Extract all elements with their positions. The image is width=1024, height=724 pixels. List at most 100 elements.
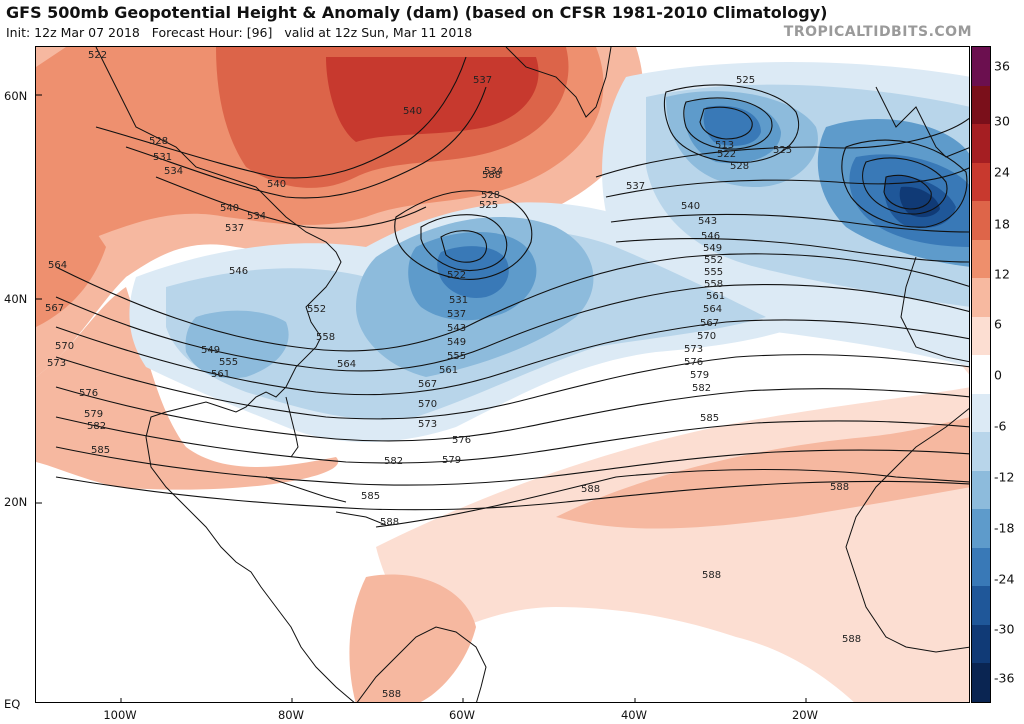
colorbar-tick-label: 30	[994, 113, 1010, 129]
colorbar-tick-label: 24	[994, 164, 1010, 180]
contour-label: 537	[473, 75, 492, 86]
colorbar-tick-label: 18	[994, 216, 1010, 232]
contour-label: 588	[842, 634, 861, 645]
contour-label: 546	[229, 266, 248, 277]
colorbar-tick-label: -6	[994, 418, 1007, 434]
colorbar-tick-label: -24	[994, 571, 1015, 587]
contour-label: 537	[447, 309, 466, 320]
lat-label-eq: EQ	[4, 697, 21, 711]
contour-label: 588	[382, 689, 401, 700]
contour-label: 522	[447, 270, 466, 281]
init-time: Init: 12z Mar 07 2018	[6, 25, 140, 40]
colorbar-segment	[972, 162, 990, 202]
contour-label: 564	[337, 359, 356, 370]
colorbar-segment	[972, 432, 990, 472]
contour-labels: 5225285315345375405465645675705735765795…	[45, 50, 861, 700]
colorbar-tick-label: 0	[994, 367, 1002, 383]
contour-label: 585	[91, 445, 110, 456]
contour-label: 558	[316, 332, 335, 343]
contour-label: 525	[479, 200, 498, 211]
lon-label-60w: 60W	[448, 708, 476, 722]
contour-label: 540	[220, 203, 239, 214]
contour-label: 534	[164, 166, 183, 177]
contour-label: 579	[690, 370, 709, 381]
contour-label: 528	[149, 136, 168, 147]
contour-label: 579	[442, 455, 461, 466]
contour-label: 576	[452, 435, 471, 446]
contour-label: 588	[482, 170, 501, 181]
contour-label: 576	[684, 357, 703, 368]
contour-label: 549	[201, 345, 220, 356]
lat-label-60n: 60N	[4, 89, 28, 103]
colorbar-segment	[972, 201, 990, 241]
colorbar-segment	[972, 586, 990, 626]
contour-label: 567	[45, 303, 64, 314]
colorbar-segment	[972, 239, 990, 279]
contour-label: 561	[211, 369, 230, 380]
contour-label: 522	[717, 149, 736, 160]
colorbar-segment	[972, 316, 990, 356]
colorbar-segment	[972, 85, 990, 125]
contour-label: 549	[703, 243, 722, 254]
contour-label: 567	[418, 379, 437, 390]
contour-label: 561	[706, 291, 725, 302]
contour-label: 570	[55, 341, 74, 352]
colorbar-tick-label: 12	[994, 266, 1010, 282]
negative-anomaly-shading	[129, 62, 969, 442]
forecast-hour: Forecast Hour: [96]	[151, 25, 273, 40]
contour-label: 567	[700, 318, 719, 329]
contour-label: 540	[403, 106, 422, 117]
contour-label: 513	[715, 140, 734, 151]
contour-label: 582	[692, 383, 711, 394]
colorbar-segment	[972, 393, 990, 433]
colorbar-tick-label: -18	[994, 520, 1015, 536]
contour-label: 552	[704, 255, 723, 266]
contour-label: 540	[681, 201, 700, 212]
contour-label: 552	[307, 304, 326, 315]
valid-time: valid at 12z Sun, Mar 11 2018	[284, 25, 473, 40]
run-info: Init: 12z Mar 07 2018 Forecast Hour: [96…	[6, 25, 472, 40]
contour-label: 528	[730, 161, 749, 172]
contour-label: 582	[384, 456, 403, 467]
colorbar-segment	[972, 47, 990, 87]
contour-label: 561	[439, 365, 458, 376]
colorbar-segment	[972, 547, 990, 587]
colorbar-tick-label: -12	[994, 469, 1015, 485]
lon-label-40w: 40W	[620, 708, 648, 722]
contour-label: 555	[219, 357, 238, 368]
colorbar-tick-label: 36	[994, 58, 1010, 74]
contour-label: 549	[447, 337, 466, 348]
contour-label: 525	[773, 145, 792, 156]
map-canvas: 5225285315345375405465645675705735765795…	[36, 47, 969, 702]
contour-label: 522	[88, 50, 107, 61]
contour-label: 543	[447, 323, 466, 334]
colorbar-tick-label: -36	[994, 670, 1015, 686]
map-panel: 522 528 531 534 537 540 546 564 567 570 573 576 579 5…	[35, 46, 970, 703]
colorbar-segment	[972, 663, 990, 703]
colorbar-segment	[972, 124, 990, 164]
contour-label: 537	[626, 181, 645, 192]
contour-label: 573	[418, 419, 437, 430]
contour-label: 528	[481, 190, 500, 201]
contour-label: 573	[47, 358, 66, 369]
contour-label: 555	[447, 351, 466, 362]
lon-label-20w: 20W	[791, 708, 819, 722]
lat-label-20n: 20N	[4, 495, 28, 509]
contour-label: 564	[48, 260, 67, 271]
contour-label: 588	[380, 517, 399, 528]
colorbar	[971, 46, 991, 703]
contour-label: 585	[700, 413, 719, 424]
contour-label: 531	[153, 152, 172, 163]
contour-label: 543	[698, 216, 717, 227]
height-contours	[55, 56, 969, 528]
colorbar-segment	[972, 278, 990, 318]
contour-label: 588	[581, 484, 600, 495]
watermark: TROPICALTIDBITS.COM	[783, 24, 972, 40]
contour-label: 588	[702, 570, 721, 581]
colorbar-tick-label: 6	[994, 316, 1002, 332]
contour-label: 540	[267, 179, 286, 190]
lon-label-100w: 100W	[103, 708, 137, 722]
contour-label: 582	[87, 421, 106, 432]
contour-label: 573	[684, 344, 703, 355]
graticule	[36, 94, 807, 702]
